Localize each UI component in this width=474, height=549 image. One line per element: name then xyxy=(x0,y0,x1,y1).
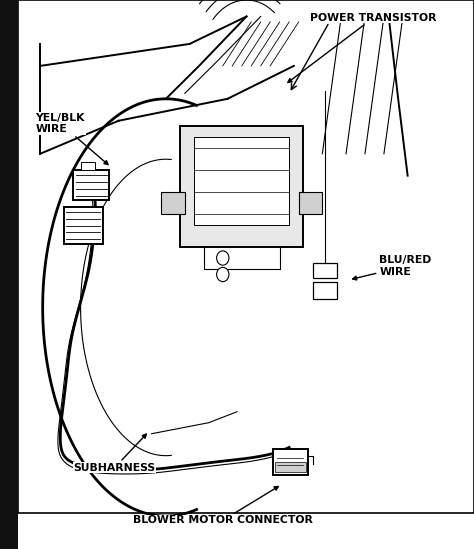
Bar xyxy=(194,137,289,225)
Bar xyxy=(299,192,322,214)
Bar xyxy=(161,192,185,214)
Bar xyxy=(0,0,18,549)
Bar xyxy=(275,462,306,472)
Text: SUBHARNESS: SUBHARNESS xyxy=(73,434,155,473)
Bar xyxy=(180,126,303,247)
Bar xyxy=(81,162,95,170)
Bar xyxy=(73,170,109,200)
Circle shape xyxy=(217,251,229,265)
Text: BLOWER MOTOR CONNECTOR: BLOWER MOTOR CONNECTOR xyxy=(133,486,312,525)
Bar xyxy=(313,282,337,299)
Bar xyxy=(273,449,308,475)
Text: POWER TRANSISTOR: POWER TRANSISTOR xyxy=(288,13,437,82)
Text: BLU/RED
WIRE: BLU/RED WIRE xyxy=(353,255,431,280)
Text: YEL/BLK
WIRE: YEL/BLK WIRE xyxy=(36,113,108,165)
Bar xyxy=(64,207,103,244)
Circle shape xyxy=(217,267,229,282)
Bar xyxy=(313,263,337,278)
